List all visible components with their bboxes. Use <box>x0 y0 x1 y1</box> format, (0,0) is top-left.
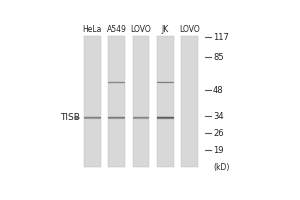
Text: 26: 26 <box>213 129 224 138</box>
Text: TISB: TISB <box>60 113 80 122</box>
Text: HeLa: HeLa <box>82 25 102 34</box>
Bar <box>157 119 174 120</box>
Text: 34: 34 <box>213 112 224 121</box>
Bar <box>157 120 174 121</box>
Text: 19: 19 <box>213 146 224 155</box>
Bar <box>157 117 174 118</box>
Text: 117: 117 <box>213 33 229 42</box>
Bar <box>133 36 149 167</box>
Bar <box>182 36 198 167</box>
Bar <box>84 36 100 167</box>
Text: A549: A549 <box>106 25 127 34</box>
Bar <box>157 36 174 167</box>
Bar <box>157 116 174 117</box>
Text: LOVO: LOVO <box>130 25 151 34</box>
Text: (kD): (kD) <box>213 163 230 172</box>
Bar <box>108 36 125 167</box>
Text: 48: 48 <box>213 86 224 95</box>
Text: JK: JK <box>162 25 169 34</box>
Text: 85: 85 <box>213 53 224 62</box>
Text: LOVO: LOVO <box>179 25 200 34</box>
Bar <box>157 118 174 119</box>
Bar <box>157 115 174 116</box>
